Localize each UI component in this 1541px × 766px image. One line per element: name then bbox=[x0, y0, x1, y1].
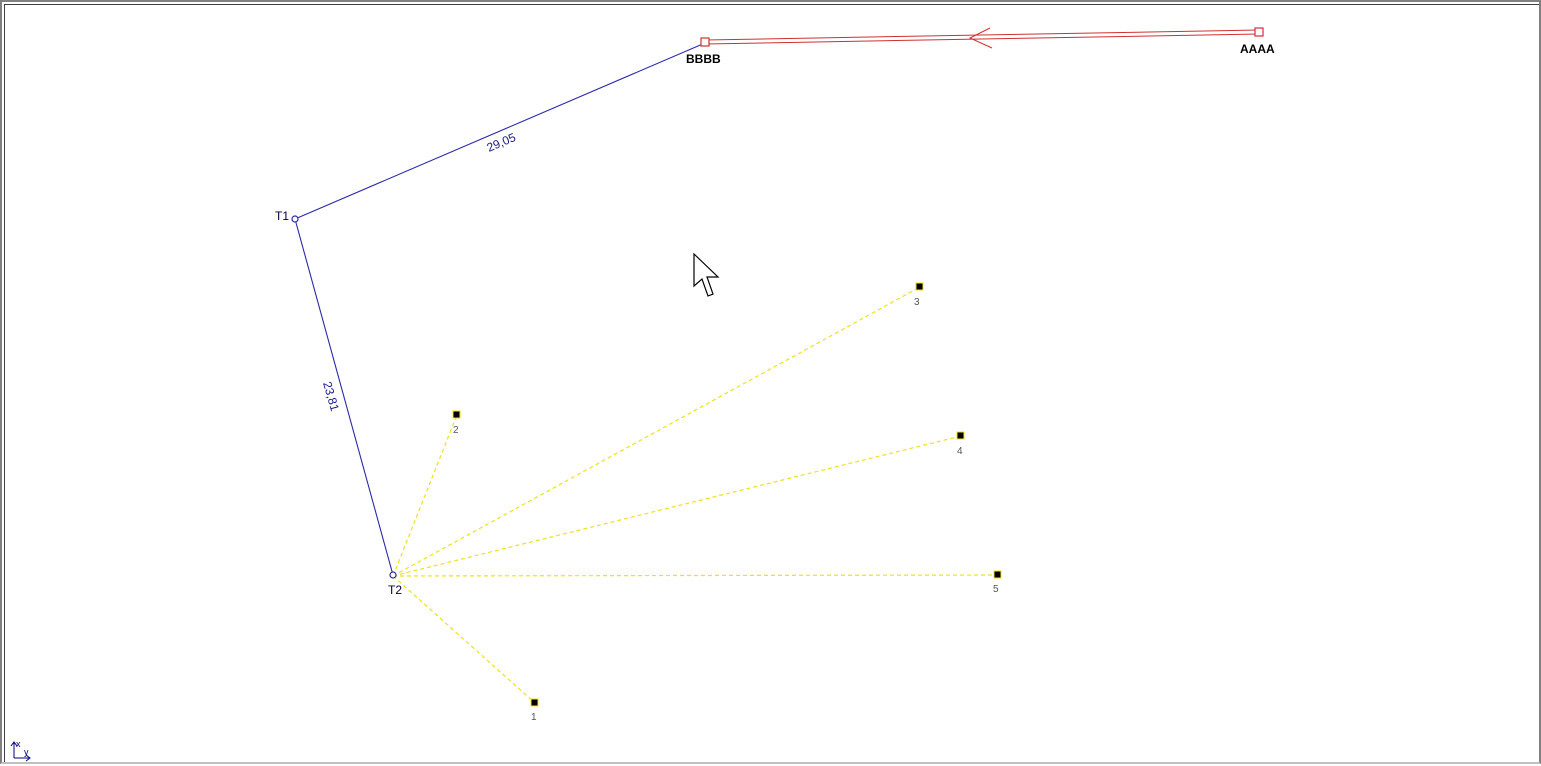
mouse-pointer-icon bbox=[693, 252, 720, 297]
detail-point-2[interactable] bbox=[452, 410, 461, 419]
distance-label-bbbb-t1: 29,05 bbox=[485, 130, 518, 155]
detail-point-1[interactable] bbox=[530, 698, 539, 707]
sideshot-line-3 bbox=[392, 286, 921, 577]
traverse-leg-bbbb-t1 bbox=[294, 42, 706, 220]
detail-point-5[interactable] bbox=[993, 570, 1002, 579]
station-label-t2: T2 bbox=[388, 583, 402, 597]
control-point-label-bbbb: BBBB bbox=[686, 52, 721, 66]
detail-point-label-5: 5 bbox=[993, 584, 999, 595]
control-point-bbbb[interactable] bbox=[700, 37, 710, 47]
distance-label-t1-t2: 23,81 bbox=[320, 380, 342, 413]
detail-point-label-4: 4 bbox=[957, 446, 963, 457]
direction-arrow-icon bbox=[968, 27, 993, 49]
xy-axis-icon bbox=[10, 741, 31, 762]
sideshot-lines bbox=[392, 286, 999, 704]
control-point-aaaa[interactable] bbox=[1254, 27, 1264, 37]
control-line-outer bbox=[704, 29, 1260, 41]
sideshot-line-5 bbox=[392, 574, 999, 577]
axis-label-x: x bbox=[16, 739, 21, 749]
detail-point-label-3: 3 bbox=[914, 297, 920, 308]
detail-point-4[interactable] bbox=[956, 431, 965, 440]
detail-points bbox=[452, 282, 1002, 707]
sideshot-line-1 bbox=[392, 575, 536, 704]
detail-point-label-2: 2 bbox=[453, 425, 459, 436]
control-point-label-aaaa: AAAA bbox=[1240, 42, 1275, 56]
canvas-inner-border bbox=[4, 4, 1539, 762]
detail-point-label-1: 1 bbox=[531, 712, 537, 723]
control-line-inner bbox=[704, 33, 1260, 45]
traverse-leg-t1-t2 bbox=[294, 218, 394, 576]
traverse-lines[interactable] bbox=[294, 42, 706, 576]
detail-point-3[interactable] bbox=[915, 282, 924, 291]
sideshot-line-4 bbox=[392, 435, 962, 577]
station-label-t1: T1 bbox=[275, 209, 289, 223]
axis-label-y: y bbox=[24, 747, 29, 757]
control-baseline[interactable] bbox=[704, 27, 1260, 49]
station-t1[interactable] bbox=[291, 215, 299, 223]
sideshot-line-2 bbox=[392, 414, 458, 577]
station-t2[interactable] bbox=[389, 571, 397, 579]
